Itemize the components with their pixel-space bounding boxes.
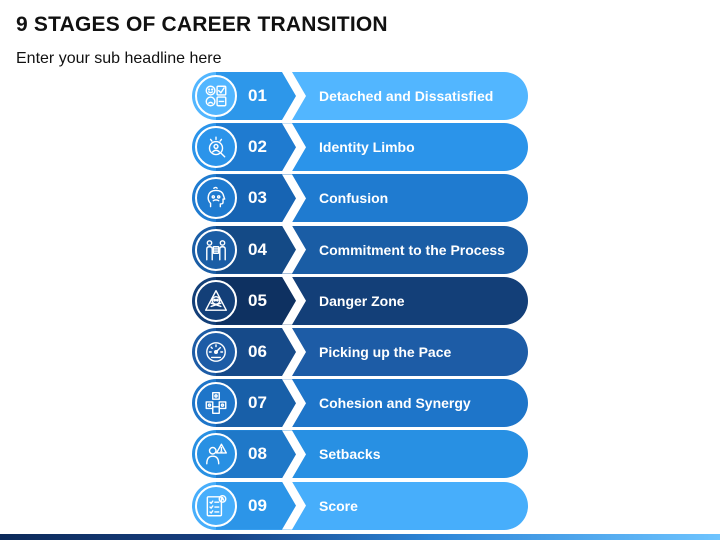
bottom-accent-bar (0, 534, 720, 540)
danger-skull-icon (205, 289, 227, 311)
stage-row: 01 Detached and Dissatisfied (192, 72, 528, 120)
stage-icon-circle (195, 177, 237, 220)
stage-row: 07 Cohesion and Synergy (192, 379, 528, 428)
stage-label: Identity Limbo (319, 139, 415, 156)
stage-row: 09 Score (192, 481, 528, 530)
confused-head-icon (207, 187, 226, 208)
stage-icon-circle (195, 75, 237, 117)
stage-label: Score (319, 497, 358, 514)
stage-label: Cohesion and Synergy (319, 395, 471, 412)
stage-icon-circle (195, 126, 237, 169)
stage-row: 02 Identity Limbo (192, 123, 528, 172)
stage-label: Commitment to the Process (319, 241, 505, 258)
stage-row: 05 Danger Zone (192, 276, 528, 325)
speedometer-icon (206, 342, 226, 362)
stage-number: 05 (248, 290, 267, 310)
stage-row: 06 Picking up the Pace (192, 328, 528, 376)
stage-icon-circle (195, 279, 237, 322)
stage-number: 03 (248, 188, 267, 208)
stage-number: 08 (248, 444, 267, 464)
emoji-checklist-icon (205, 85, 227, 107)
stage-number: 07 (248, 393, 267, 413)
stage-number: 04 (248, 239, 267, 259)
stage-icon-circle (195, 382, 237, 425)
team-cubes-icon (205, 392, 227, 415)
people-agreement-icon (206, 239, 226, 261)
stage-number: 09 (248, 495, 267, 515)
stage-number: 02 (248, 137, 267, 157)
stage-label: Danger Zone (319, 292, 405, 309)
page-title: 9 STAGES OF CAREER TRANSITION (16, 13, 388, 36)
scorecard-icon (206, 494, 227, 517)
stage-number: 01 (248, 86, 267, 105)
stage-label: Confusion (319, 190, 389, 207)
stage-label: Detached and Dissatisfied (319, 88, 494, 104)
stage-icon-circle (195, 228, 237, 271)
person-search-icon (208, 136, 226, 158)
stage-row: 03 Confusion (192, 174, 528, 223)
person-warning-icon (206, 443, 227, 465)
stage-icon-circle (195, 484, 237, 527)
stage-row: 04 Commitment to the Process (192, 225, 528, 274)
stage-icon-circle (195, 331, 237, 373)
stage-icon-circle (195, 433, 237, 476)
stage-row: 08 Setbacks (192, 430, 528, 479)
stage-label: Picking up the Pace (319, 344, 452, 360)
page-subtitle: Enter your sub headline here (16, 50, 222, 67)
stage-number: 06 (248, 342, 267, 361)
stage-label: Setbacks (319, 446, 381, 463)
